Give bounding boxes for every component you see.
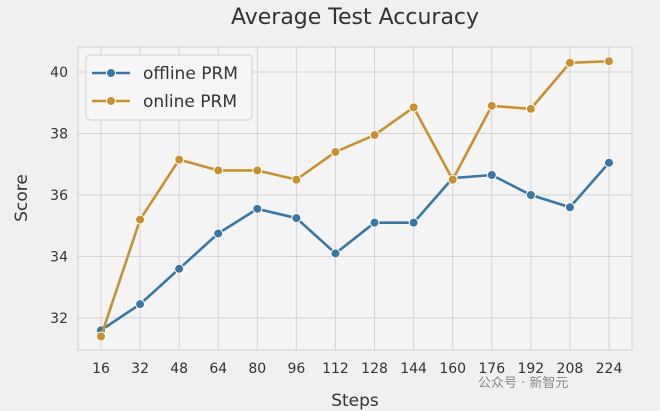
y-tick-label: 38 bbox=[50, 127, 68, 143]
legend-label: online PRM bbox=[143, 92, 237, 112]
legend: offline PRM online PRM bbox=[85, 54, 253, 121]
data-point bbox=[408, 217, 419, 228]
data-point bbox=[291, 213, 302, 224]
data-point bbox=[135, 214, 146, 225]
x-tick-label: 176 bbox=[478, 361, 505, 377]
data-point bbox=[252, 203, 263, 214]
data-point bbox=[213, 165, 224, 176]
data-point bbox=[525, 103, 536, 114]
data-point bbox=[564, 57, 575, 68]
series-line-0 bbox=[100, 161, 610, 332]
x-tick-label: 64 bbox=[209, 361, 227, 377]
data-point bbox=[330, 146, 341, 157]
x-tick-label: 112 bbox=[322, 361, 349, 377]
data-point bbox=[408, 102, 419, 113]
x-tick-label: 208 bbox=[557, 361, 584, 377]
watermark: 公众号 · 新智元 bbox=[478, 376, 569, 391]
x-tick-label: 32 bbox=[131, 361, 149, 377]
data-point bbox=[447, 174, 458, 185]
data-point bbox=[604, 56, 614, 67]
x-tick-label: 192 bbox=[517, 361, 544, 377]
x-tick-label: 128 bbox=[361, 361, 388, 377]
data-point bbox=[564, 202, 575, 213]
y-tick-label: 32 bbox=[50, 311, 68, 327]
data-point bbox=[291, 174, 302, 185]
x-tick-label: 80 bbox=[248, 361, 266, 377]
y-axis-label: Score bbox=[12, 174, 32, 222]
data-point bbox=[252, 165, 263, 176]
legend-marker bbox=[106, 68, 116, 78]
x-tick-label: 144 bbox=[400, 361, 427, 377]
legend-label: offline PRM bbox=[143, 64, 238, 84]
y-tick-label: 36 bbox=[50, 188, 68, 204]
x-tick-label: 48 bbox=[170, 361, 188, 377]
legend-marker bbox=[106, 96, 116, 106]
x-axis-label: Steps bbox=[331, 391, 379, 411]
data-point bbox=[369, 217, 380, 228]
series-line-1 bbox=[99, 59, 610, 337]
data-point bbox=[135, 299, 146, 310]
y-tick-label: 34 bbox=[50, 250, 68, 266]
data-point bbox=[213, 228, 224, 239]
legend-box bbox=[85, 54, 253, 121]
data-point bbox=[330, 248, 341, 259]
y-tick-label: 40 bbox=[50, 65, 68, 81]
chart-title: Average Test Accuracy bbox=[231, 5, 479, 30]
x-tick-label: 160 bbox=[439, 361, 466, 377]
data-point bbox=[525, 190, 536, 200]
data-point bbox=[604, 157, 614, 168]
x-tick-label: 16 bbox=[92, 361, 110, 377]
data-point bbox=[174, 154, 185, 165]
data-point bbox=[369, 130, 380, 141]
data-point bbox=[96, 331, 106, 342]
x-tick-label: 224 bbox=[596, 361, 623, 377]
data-point bbox=[174, 263, 185, 274]
x-tick-label: 96 bbox=[287, 361, 305, 377]
data-point bbox=[486, 100, 497, 111]
data-point bbox=[486, 170, 497, 181]
